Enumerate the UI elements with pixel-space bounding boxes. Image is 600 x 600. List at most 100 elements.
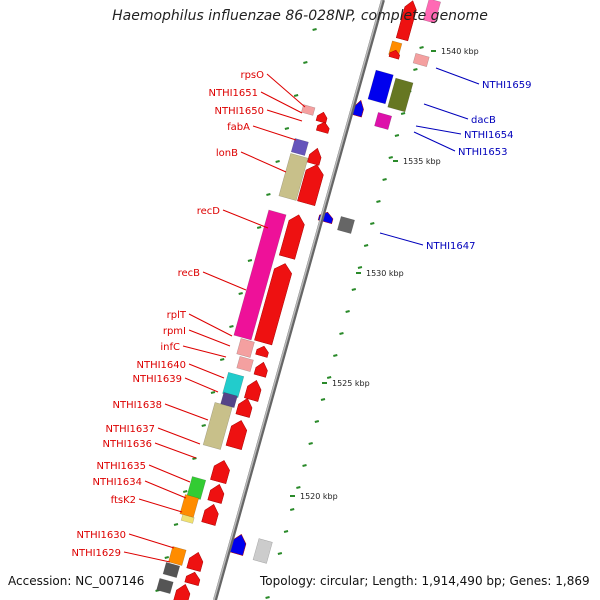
leader-line bbox=[128, 533, 175, 549]
gene-label-forward: rpmI bbox=[163, 326, 186, 337]
leader-line bbox=[240, 151, 287, 173]
tick-dot bbox=[265, 596, 270, 599]
tick-dot bbox=[370, 222, 375, 225]
tick-label: 1520 kbp bbox=[300, 492, 338, 501]
leader-line bbox=[182, 345, 227, 358]
tick-dot bbox=[394, 134, 400, 137]
gene-label-forward: NTHI1629 bbox=[71, 548, 121, 559]
gene-block bbox=[387, 77, 414, 113]
gene-arrow bbox=[235, 397, 253, 418]
gene-block bbox=[236, 356, 254, 372]
gene-shape bbox=[301, 104, 316, 116]
tick-dot bbox=[284, 127, 290, 130]
gene-shape bbox=[253, 361, 268, 378]
tick-dot bbox=[256, 226, 262, 229]
tick-dot bbox=[219, 358, 225, 361]
gene-arrow bbox=[210, 460, 230, 485]
tick-dot bbox=[363, 244, 369, 247]
gene-label-forward: recD bbox=[197, 206, 221, 217]
gene-shape bbox=[252, 538, 273, 564]
gene-block bbox=[179, 494, 200, 518]
tick-dot bbox=[201, 424, 206, 427]
gene-label-forward: NTHI1634 bbox=[92, 477, 142, 488]
gene-shape bbox=[297, 164, 324, 206]
gene-shape bbox=[184, 571, 201, 586]
gene-shape bbox=[186, 551, 204, 572]
gene-arrow bbox=[315, 111, 328, 124]
tick-dot bbox=[296, 486, 301, 489]
gene-arrow bbox=[184, 571, 201, 586]
tick-dot bbox=[182, 490, 188, 493]
gene-block bbox=[156, 578, 174, 594]
tick-dot bbox=[247, 259, 253, 262]
gene-label-reverse: dacB bbox=[471, 115, 496, 126]
gene-block bbox=[374, 112, 393, 130]
gene-block bbox=[162, 562, 181, 578]
gene-shape bbox=[162, 562, 181, 578]
leader-line bbox=[266, 109, 303, 122]
gene-block bbox=[367, 69, 394, 105]
gene-shape bbox=[236, 356, 254, 372]
map-title: Haemophilus influenzae 86-028NP, complet… bbox=[112, 8, 488, 24]
gene-shape bbox=[244, 380, 262, 402]
gene-block bbox=[290, 138, 309, 156]
tick-label: 1530 kbp bbox=[366, 269, 404, 278]
leader-line bbox=[154, 442, 197, 459]
gene-shape bbox=[225, 420, 248, 450]
tick-dot bbox=[333, 354, 338, 357]
gene-block bbox=[301, 104, 316, 116]
gene-arrow bbox=[253, 361, 268, 378]
gene-shape bbox=[233, 209, 287, 341]
gene-shape bbox=[388, 49, 400, 60]
gene-label-forward: NTHI1630 bbox=[76, 530, 126, 541]
accession-text: Accession: NC_007146 bbox=[8, 574, 145, 588]
gene-arrow bbox=[244, 380, 262, 402]
summary-text: Topology: circular; Length: 1,914,490 bp… bbox=[260, 574, 590, 588]
tick-dot bbox=[382, 178, 387, 181]
gene-label-forward: rplT bbox=[167, 310, 187, 321]
gene-arrow bbox=[307, 147, 322, 166]
gene-shape bbox=[374, 112, 393, 130]
gene-arrow bbox=[225, 420, 248, 450]
leader-line bbox=[188, 313, 233, 337]
gene-shape bbox=[315, 111, 328, 124]
tick-dot bbox=[289, 508, 295, 511]
gene-arrow bbox=[255, 345, 269, 358]
tick-dot bbox=[277, 552, 283, 555]
tick-dot bbox=[238, 292, 243, 295]
leader-line bbox=[184, 377, 219, 393]
gene-label-forward: NTHI1651 bbox=[208, 88, 258, 99]
tick-label: 1525 kbp bbox=[332, 379, 370, 388]
leader-line bbox=[413, 131, 456, 152]
leader-line bbox=[266, 73, 306, 108]
leader-line bbox=[435, 67, 480, 85]
leader-line bbox=[148, 464, 191, 483]
tick-dot bbox=[229, 325, 234, 328]
leader-line bbox=[202, 271, 247, 291]
gene-label-reverse: NTHI1654 bbox=[464, 130, 514, 141]
tick-label: 1540 kbp bbox=[441, 47, 479, 56]
gene-shape bbox=[412, 52, 430, 68]
tick-dot bbox=[388, 156, 394, 159]
leader-line bbox=[188, 329, 231, 347]
gene-shape bbox=[202, 402, 233, 450]
tick-dot bbox=[326, 376, 332, 379]
gene-arrow bbox=[278, 214, 305, 260]
gene-label-forward: NTHI1638 bbox=[112, 400, 162, 411]
gene-shape bbox=[236, 338, 255, 358]
gene-block bbox=[220, 392, 238, 408]
gene-shape bbox=[278, 214, 305, 260]
gene-shape bbox=[180, 514, 195, 524]
gene-shape bbox=[156, 578, 174, 594]
gene-arrow bbox=[395, 0, 417, 42]
gene-label-reverse: NTHI1653 bbox=[458, 147, 508, 158]
gene-shape bbox=[395, 0, 417, 42]
tick-dot bbox=[314, 420, 320, 423]
genome-backbone bbox=[213, 0, 385, 600]
tick-dot bbox=[210, 391, 216, 394]
tick-dot bbox=[320, 398, 326, 401]
gene-shape bbox=[387, 77, 414, 113]
gene-shape bbox=[207, 483, 225, 504]
gene-label-forward: fabA bbox=[227, 122, 250, 133]
gene-label-forward: ftsK2 bbox=[111, 495, 136, 506]
